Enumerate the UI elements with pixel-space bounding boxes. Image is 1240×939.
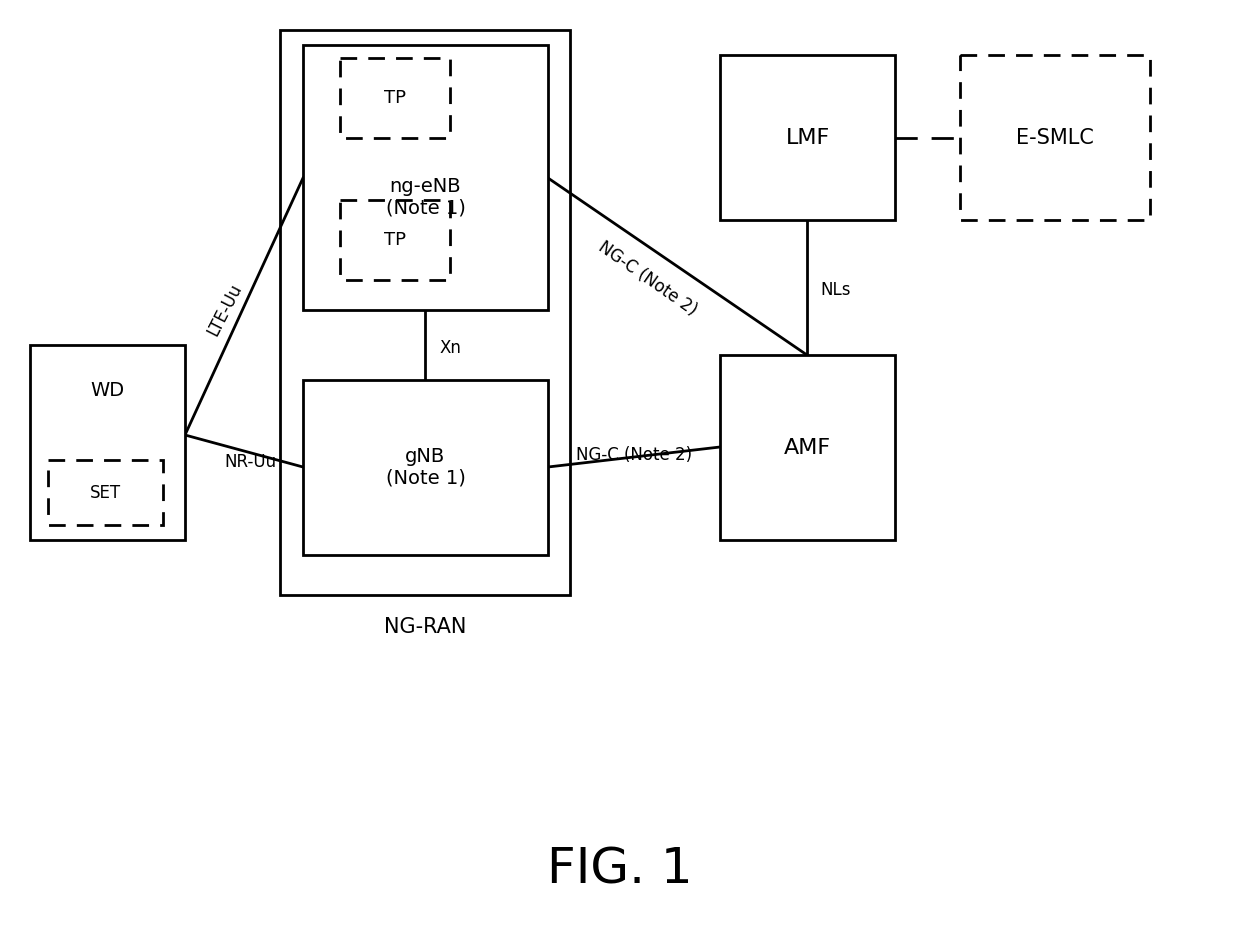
- Bar: [30, 345, 185, 540]
- Bar: [340, 200, 450, 280]
- Text: WD: WD: [91, 380, 124, 399]
- Text: AMF: AMF: [784, 438, 831, 457]
- Text: TP: TP: [384, 89, 405, 107]
- Text: LTE-Uu: LTE-Uu: [205, 281, 246, 339]
- Text: FIG. 1: FIG. 1: [547, 846, 693, 894]
- Text: LMF: LMF: [785, 128, 830, 147]
- Bar: [303, 45, 548, 310]
- Text: gNB
(Note 1): gNB (Note 1): [386, 447, 465, 488]
- Text: E-SMLC: E-SMLC: [1016, 128, 1094, 147]
- Text: TP: TP: [384, 231, 405, 249]
- Text: NG-RAN: NG-RAN: [384, 617, 466, 637]
- Bar: [280, 30, 570, 595]
- Bar: [340, 58, 450, 138]
- Text: NR-Uu: NR-Uu: [224, 453, 277, 471]
- Text: NG-C (Note 2): NG-C (Note 2): [595, 238, 701, 319]
- Text: NLs: NLs: [820, 281, 851, 299]
- Text: NG-C (Note 2): NG-C (Note 2): [575, 446, 692, 464]
- Text: Xn: Xn: [440, 339, 461, 357]
- Bar: [303, 380, 548, 555]
- Bar: [720, 55, 895, 220]
- Bar: [960, 55, 1149, 220]
- Bar: [720, 355, 895, 540]
- Text: ng-eNB
(Note 1): ng-eNB (Note 1): [386, 177, 465, 218]
- Bar: [48, 460, 162, 525]
- Text: SET: SET: [91, 484, 122, 501]
